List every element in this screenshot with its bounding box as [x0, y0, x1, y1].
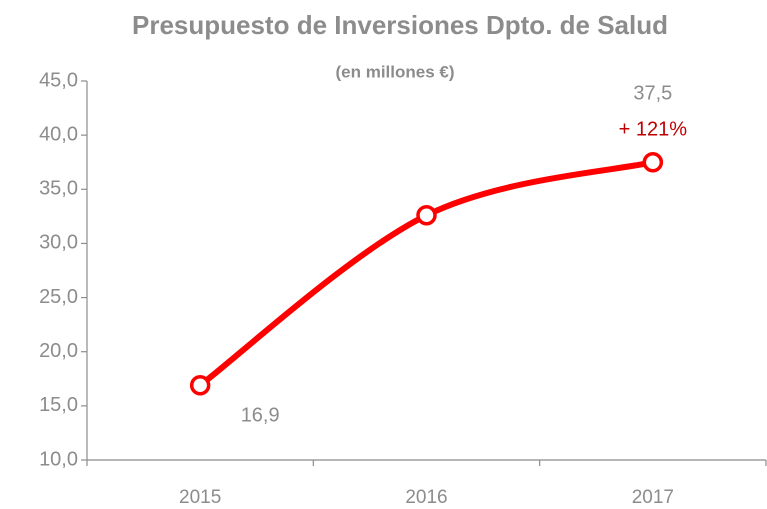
- line: [197, 159, 656, 389]
- y-tick-label: 15,0: [39, 394, 78, 416]
- chart-title: Presupuesto de Inversiones Dpto. de Salu…: [132, 10, 668, 40]
- x-tick-label: 2015: [179, 487, 221, 508]
- x-tick-label: 2017: [632, 487, 674, 508]
- y-tick-label: 20,0: [39, 340, 78, 362]
- y-tick-label: 30,0: [39, 232, 78, 254]
- data-label: 37,5: [633, 82, 672, 104]
- marker: [642, 151, 664, 173]
- marker: [416, 205, 437, 226]
- y-tick-label: 25,0: [39, 286, 78, 308]
- x-tick-label: 2016: [405, 487, 447, 508]
- y-tick-label: 10,0: [39, 448, 78, 470]
- marker: [189, 375, 211, 396]
- y-tick-label: 35,0: [39, 178, 78, 200]
- y-tick-label: 45,0: [39, 69, 78, 91]
- chart-subtitle: (en millones €): [335, 62, 454, 81]
- annotation: + 121%: [619, 118, 688, 140]
- data-label: 16,9: [241, 405, 280, 427]
- y-tick-label: 40,0: [39, 123, 78, 145]
